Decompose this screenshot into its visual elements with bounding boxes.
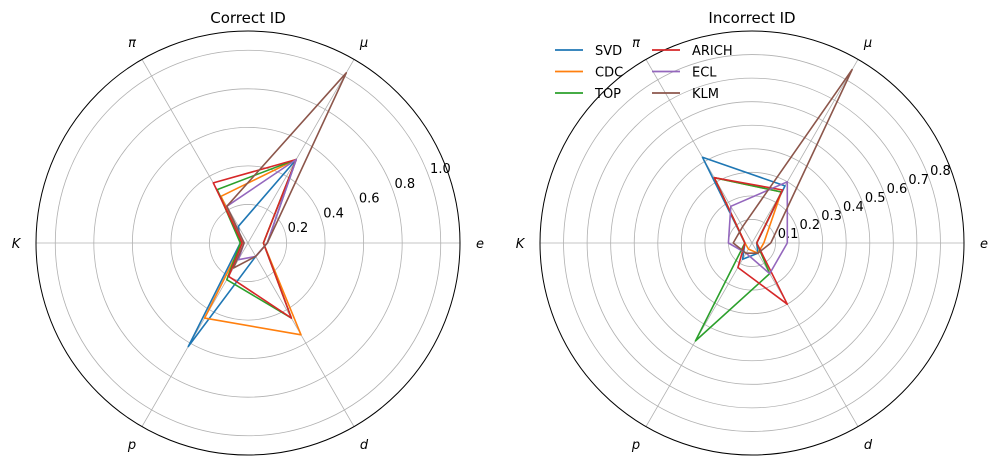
axis-label-p: p [631, 438, 640, 453]
series-line-ecl [727, 181, 789, 275]
legend-item-svd: SVD [555, 44, 622, 59]
series-line-ecl [226, 158, 298, 261]
radial-tick-label: 0.2 [288, 221, 309, 236]
radial-tick-label: 0.4 [843, 200, 864, 215]
grid-spoke [645, 59, 753, 244]
legend-label: ARICH [692, 44, 733, 59]
axis-label-mu: μ [863, 36, 872, 51]
legend-label: SVD [595, 44, 622, 59]
axis-label-pi: π [632, 36, 640, 51]
radial-tick-label: 0.1 [778, 227, 799, 242]
legend-item-klm: KLM [652, 87, 719, 102]
radial-tick-label: 0.4 [323, 206, 344, 221]
axis-label-k: K [12, 237, 22, 252]
radial-tick-label: 0.6 [887, 182, 908, 197]
axis-label-d: d [864, 438, 873, 453]
axis-label-e: e [980, 237, 988, 252]
polar-frame [539, 30, 965, 456]
grid-spoke [247, 59, 355, 244]
grid-spoke [751, 59, 859, 244]
legend-item-arich: ARICH [652, 44, 733, 59]
series-line-klm [226, 72, 348, 269]
axis-label-k: K [516, 237, 526, 252]
legend-label: ECL [692, 66, 717, 81]
axis-label-e: e [476, 237, 484, 252]
radar-panel-correct-id: Correct ID 0.2 0.4 0.6 0.8 1.0 e μ π Kp d [12, 9, 484, 456]
radial-tick-label: 1.0 [430, 162, 451, 177]
axis-label-d: d [360, 438, 369, 453]
chart-title: Incorrect ID [708, 9, 795, 27]
radial-tick-label: 0.7 [908, 173, 929, 188]
legend-label: TOP [594, 87, 621, 102]
radial-tick-label: 0.5 [865, 191, 886, 206]
legend-label: CDC [595, 66, 623, 81]
radial-tick-label: 0.6 [359, 192, 380, 207]
axis-label-mu: μ [359, 36, 368, 51]
radar-panel-incorrect-id: Incorrect ID 0.10.20.30.40.50.60.70.8 e μ π K… [516, 9, 988, 456]
chart-title: Correct ID [210, 9, 286, 27]
axis-label-pi: π [128, 36, 136, 51]
axis-label-p: p [127, 438, 136, 453]
series-line-arich [713, 176, 789, 306]
radial-tick-label: 0.3 [821, 209, 842, 224]
polar-frame [35, 30, 461, 456]
radial-tick-label: 0.2 [800, 218, 821, 233]
radial-tick-label: 0.8 [394, 177, 415, 192]
chart-legend: SVD CDC TOP ARICH ECL KLM [555, 44, 733, 102]
radial-tick-label: 0.8 [930, 164, 951, 179]
series-line-klm [732, 68, 853, 254]
legend-label: KLM [692, 87, 719, 102]
grid-spoke [141, 59, 249, 244]
legend-item-top: TOP [555, 87, 621, 102]
legend-item-ecl: ECL [652, 66, 717, 81]
legend-item-cdc: CDC [555, 66, 623, 81]
